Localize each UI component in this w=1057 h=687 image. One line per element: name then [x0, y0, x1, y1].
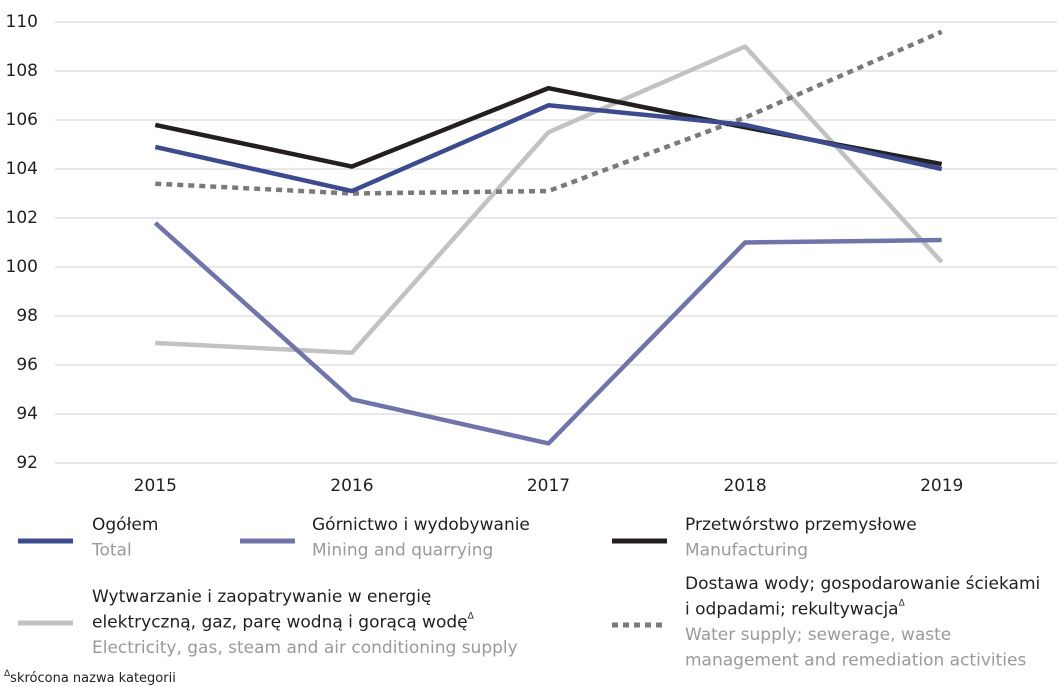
x-tick-label: 2017	[527, 476, 570, 496]
y-tick-label: 98	[16, 306, 38, 326]
legend-label-text: elektryczną, gaz, parę wodną i gorącą wo…	[92, 613, 468, 633]
legend-label-text: Wytwarzanie i zaopatrywanie w energię	[92, 587, 431, 607]
legend-label: Dostawa wody; gospodarowanie ściekami	[685, 574, 1040, 594]
series-line	[155, 44, 944, 355]
legend-label: Górnictwo i wydobywanie	[312, 515, 530, 535]
x-tick-label: 2015	[134, 476, 177, 496]
legend-label: Przetwórstwo przemysłowe	[685, 515, 917, 535]
legend-note-mark: Δ	[468, 611, 475, 621]
legend-label-text: Przetwórstwo przemysłowe	[685, 515, 917, 535]
y-tick-label: 92	[16, 453, 38, 473]
legend-label-en: Total	[91, 541, 132, 561]
x-tick-label: 2016	[330, 476, 373, 496]
legend-label-en: management and remediation activities	[685, 651, 1026, 671]
x-tick-label: 2018	[723, 476, 766, 496]
series-line	[153, 221, 942, 446]
series-line	[154, 85, 943, 169]
footnote-text: skrócona nazwa kategorii	[10, 671, 176, 686]
legend-note-mark: Δ	[899, 598, 906, 608]
y-tick-label: 106	[6, 110, 38, 130]
y-tick-label: 102	[6, 208, 38, 228]
legend-label-en: Mining and quarrying	[312, 541, 493, 561]
legend-label: i odpadami; rekultywacjaΔ	[685, 598, 906, 620]
y-tick-label: 108	[6, 61, 38, 81]
legend-label: Ogółem	[92, 515, 158, 535]
y-tick-label: 100	[6, 257, 38, 277]
series-line	[155, 29, 943, 196]
legend-label-text: Dostawa wody; gospodarowanie ściekami	[685, 574, 1040, 594]
footnote-mark: Δ	[4, 669, 11, 679]
legend-label-text: Ogółem	[92, 515, 158, 535]
y-tick-label: 110	[6, 12, 38, 32]
series-line	[154, 103, 943, 194]
legend-label: elektryczną, gaz, parę wodną i gorącą wo…	[92, 611, 475, 633]
legend-label-text: Górnictwo i wydobywanie	[312, 515, 530, 535]
legend-label-en: Electricity, gas, steam and air conditio…	[92, 638, 518, 658]
legend-label-en: Manufacturing	[685, 541, 808, 561]
y-tick-label: 96	[16, 355, 38, 375]
legend-label-en: Water supply; sewerage, waste	[685, 625, 951, 645]
legend-label-text: i odpadami; rekultywacja	[685, 600, 899, 620]
x-tick-label: 2019	[920, 476, 963, 496]
legend-label: Wytwarzanie i zaopatrywanie w energię	[92, 587, 431, 607]
y-tick-label: 104	[6, 159, 38, 179]
footnote: Δskrócona nazwa kategorii	[4, 669, 176, 686]
y-tick-label: 94	[16, 404, 38, 424]
